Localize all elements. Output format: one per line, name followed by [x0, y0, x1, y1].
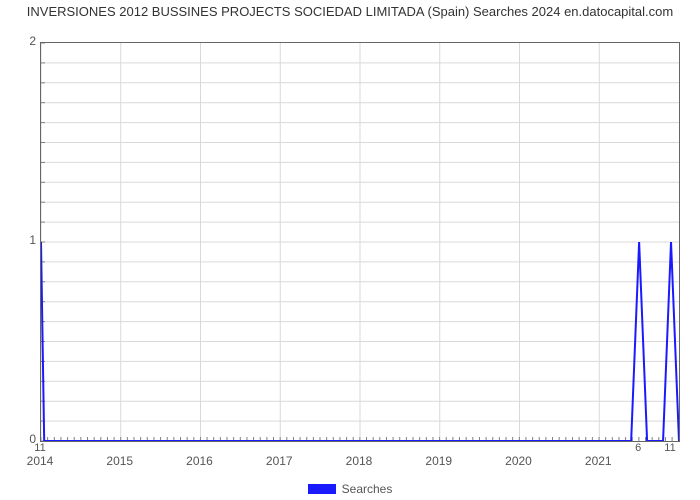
point-label: 11 — [34, 442, 45, 454]
y-tick-label: 0 — [6, 432, 36, 446]
x-tick-label: 2021 — [585, 454, 612, 468]
legend-label: Searches — [342, 482, 393, 496]
legend-swatch — [308, 484, 336, 494]
plot-svg — [41, 43, 679, 441]
legend: Searches — [0, 482, 700, 496]
x-tick-label: 2016 — [186, 454, 213, 468]
x-tick-label: 2018 — [346, 454, 373, 468]
y-tick-label: 2 — [6, 34, 36, 48]
chart-title: INVERSIONES 2012 BUSSINES PROJECTS SOCIE… — [0, 4, 700, 20]
plot-area — [40, 42, 680, 442]
point-label: 11 — [664, 442, 675, 454]
chart-container: INVERSIONES 2012 BUSSINES PROJECTS SOCIE… — [0, 0, 700, 500]
x-tick-label: 2020 — [505, 454, 532, 468]
x-tick-label: 2015 — [106, 454, 133, 468]
x-tick-label: 2019 — [425, 454, 452, 468]
x-tick-label: 2017 — [266, 454, 293, 468]
x-tick-label: 2014 — [27, 454, 54, 468]
y-tick-label: 1 — [6, 233, 36, 247]
point-label: 6 — [635, 442, 641, 454]
